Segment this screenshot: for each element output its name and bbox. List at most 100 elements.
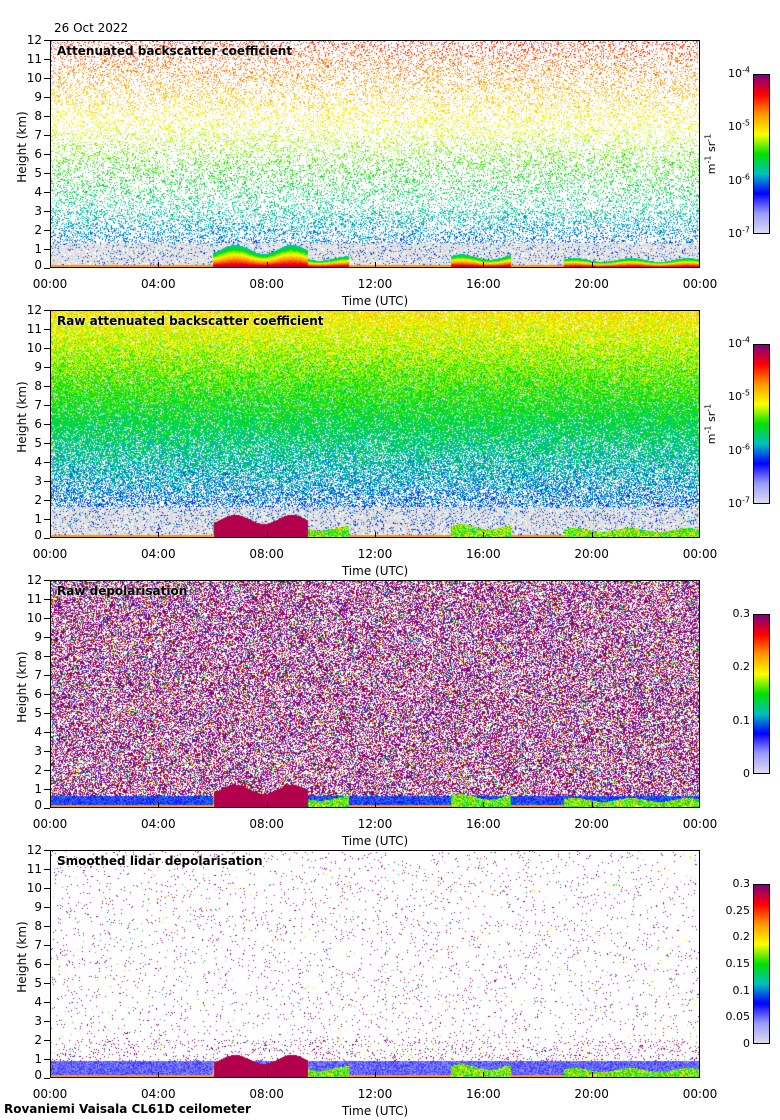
y-tick [44,618,50,619]
y-tick-label: 8 [34,109,42,123]
y-tick [44,78,50,79]
y-tick-label: 8 [34,379,42,393]
y-tick-label: 7 [34,398,42,412]
panel-title: Attenuated backscatter coefficient [57,44,293,58]
y-tick [44,249,50,250]
colorbar-tick-label: 0.2 [732,660,751,674]
heatmap-canvas [51,581,699,807]
x-tick-label: 08:00 [249,1087,284,1101]
y-tick-label: 0 [34,258,42,272]
y-tick [44,462,50,463]
y-tick [44,348,50,349]
x-tick [591,532,593,538]
y-tick [44,310,50,311]
y-tick-label: 5 [34,166,42,180]
colorbar [753,344,770,504]
colorbar [753,884,770,1044]
y-tick [44,211,50,212]
y-tick [44,789,50,790]
y-tick-label: 1 [34,242,42,256]
y-tick [44,869,50,870]
x-tick [591,262,593,268]
x-tick-label: 04:00 [141,1087,176,1101]
colorbar-unit: m-1 sr-1 [703,403,718,445]
y-tick-label: 4 [34,185,42,199]
x-tick-label: 20:00 [574,1087,609,1101]
colorbar-tick-label: 0.25 [725,903,751,917]
colorbar [753,614,770,774]
y-tick-label: 0 [34,1068,42,1082]
panel-2: Raw attenuated backscatter coefficient 0 1… [0,303,780,580]
x-tick [375,262,376,268]
y-tick-label: 2 [34,493,42,507]
y-tick-label: 11 [26,862,42,876]
y-tick-label: 7 [34,128,42,142]
y-tick [44,964,50,965]
colorbar-tick-label: 0.3 [732,607,751,620]
y-tick [44,1002,50,1003]
y-tick [44,230,50,231]
x-tick [591,1072,593,1078]
plot-area: Smoothed lidar depolarisation [50,850,700,1078]
y-tick [44,268,50,269]
colorbar-unit: m-1 sr-1 [703,133,718,175]
y-tick [44,97,50,98]
y-tick-label: 9 [34,360,42,374]
y-tick [44,173,50,174]
y-tick-label: 9 [34,90,42,104]
y-tick [44,599,50,600]
y-tick [44,580,50,581]
y-tick-label: 8 [34,919,42,933]
y-tick-label: 3 [34,204,42,218]
y-tick-label: 4 [34,725,42,739]
x-tick [158,262,160,268]
x-tick-label: 00:00 [682,277,718,291]
y-tick-label: 4 [34,995,42,1009]
colorbar-tick-label: 0.1 [732,713,751,727]
x-tick [483,1072,485,1078]
y-tick-label: 12 [26,303,42,317]
y-tick [44,405,50,406]
x-tick-label: 04:00 [141,547,176,561]
y-tick-label: 8 [34,649,42,663]
x-tick [266,802,268,808]
y-tick [44,59,50,60]
y-tick [44,329,50,330]
panel-3: Raw depolarisation 0 1 2 3 4 5 6 7 8 9 10 11 12 00:00 0… [0,573,780,850]
x-tick [266,1072,268,1078]
y-tick-label: 10 [26,881,42,895]
colorbar-tick-label: 10-7 [728,225,750,240]
x-tick-label: 08:00 [249,817,284,831]
y-tick-label: 11 [26,322,42,336]
x-tick-label: 00:00 [682,1087,718,1101]
x-tick [375,1072,376,1078]
y-tick-label: 12 [26,573,42,587]
panel-1: Attenuated backscatter coefficient 0 1 2 3 4 5… [0,33,780,310]
y-tick [44,751,50,752]
y-tick-label: 2 [34,1033,42,1047]
y-tick-label: 12 [26,33,42,47]
x-axis-label: Time (UTC) [341,834,409,848]
y-tick [44,538,50,539]
y-tick-label: 7 [34,938,42,952]
y-tick-label: 3 [34,1014,42,1028]
y-tick-label: 3 [34,474,42,488]
colorbar-tick-label: 0 [743,767,750,780]
y-tick-label: 5 [34,436,42,450]
colorbar-tick-label: 0.1 [732,983,751,997]
y-tick [44,500,50,501]
y-tick-label: 6 [34,957,42,971]
y-tick-label: 1 [34,782,42,796]
x-tick-label: 00:00 [32,817,68,831]
x-tick-label: 00:00 [682,817,718,831]
y-tick [44,907,50,908]
y-tick-label: 10 [26,71,42,85]
x-tick-label: 12:00 [357,1087,393,1101]
x-tick [483,802,485,808]
y-tick-label: 2 [34,223,42,237]
y-tick-label: 9 [34,900,42,914]
y-tick [44,1059,50,1060]
y-tick-label: 11 [26,592,42,606]
y-tick [44,675,50,676]
panel-title: Raw depolarisation [57,584,188,598]
